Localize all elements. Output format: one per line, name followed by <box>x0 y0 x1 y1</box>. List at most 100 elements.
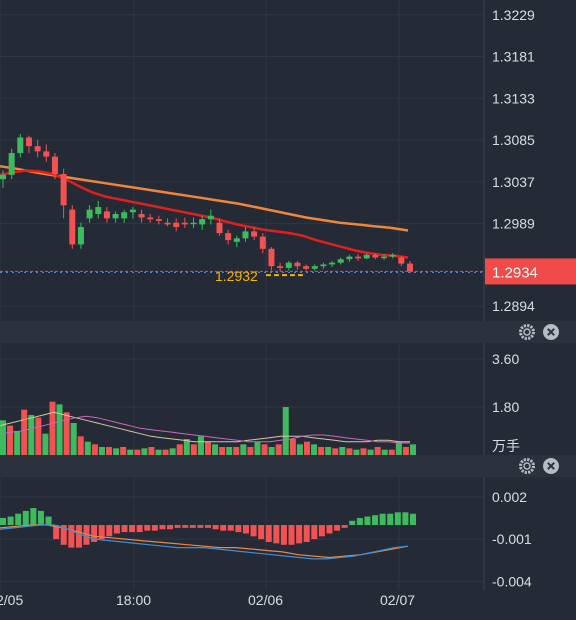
macd-bar <box>0 517 6 526</box>
volume-bar <box>155 449 162 455</box>
volume-bar <box>197 436 204 455</box>
volume-settings-button[interactable] <box>519 324 535 340</box>
macd-lines <box>0 524 409 560</box>
macd-bar <box>129 525 136 533</box>
volume-bar <box>141 448 148 455</box>
macd-bar <box>341 525 348 528</box>
macd-bar <box>220 525 227 531</box>
macd-bar <box>22 510 29 526</box>
panel-separator-macd <box>0 455 576 477</box>
price-panel[interactable]: 1.2932 <box>0 133 484 284</box>
volume-bar <box>35 417 42 455</box>
macd-bar <box>394 512 401 526</box>
volume-bar <box>176 444 183 455</box>
price-tick-label: 1.2989 <box>492 216 535 232</box>
volume-bar <box>360 448 367 455</box>
volume-panel[interactable] <box>0 401 416 455</box>
macd-bar <box>356 517 363 526</box>
candle-body <box>147 217 154 220</box>
candle-body <box>138 214 145 218</box>
candle-body <box>60 173 67 206</box>
volume-bar <box>254 441 261 455</box>
volume-bar <box>98 447 105 455</box>
macd-bar <box>258 525 265 540</box>
candle-body <box>277 266 284 268</box>
ma-orange-line <box>0 164 409 232</box>
macd-bar <box>326 525 333 534</box>
candle-body <box>407 263 413 272</box>
volume-bar <box>56 404 63 455</box>
macd-bar <box>288 525 295 545</box>
macd-panel[interactable] <box>0 508 416 560</box>
volume-bar <box>410 444 416 455</box>
macd-bar <box>60 525 67 545</box>
macd-y-axis: 0.002 -0.001 -0.004 <box>492 489 532 590</box>
volume-bar <box>134 449 141 455</box>
volume-bar <box>233 447 240 455</box>
macd-settings-button[interactable] <box>519 458 535 474</box>
y-axis-background <box>484 0 576 620</box>
volume-bar <box>275 444 282 455</box>
candle-body <box>207 215 214 220</box>
volume-tick-label: 1.80 <box>492 399 519 415</box>
macd-close-button[interactable] <box>543 458 559 474</box>
macd-histogram <box>0 508 416 548</box>
ma-red-path <box>0 169 409 259</box>
volume-bar <box>353 449 360 455</box>
volume-bar <box>21 409 28 455</box>
volume-bar <box>240 444 247 455</box>
candle-body <box>0 174 6 180</box>
candle-body <box>372 254 379 258</box>
macd-bar <box>91 525 98 542</box>
candle-body <box>242 231 249 239</box>
macd-bar <box>280 525 287 545</box>
macd-tick-label: -0.004 <box>492 574 532 590</box>
macd-bar <box>296 525 303 544</box>
volume-bars <box>0 401 416 455</box>
candle-body <box>69 209 76 245</box>
macd-bar <box>113 525 120 534</box>
candle-body <box>337 259 344 263</box>
volume-bar <box>77 436 84 455</box>
price-y-axis: 1.3229 1.3181 1.3133 1.3085 1.3037 1.2989 1.28… <box>492 7 535 314</box>
volume-bar <box>303 441 310 455</box>
macd-dea-line <box>0 524 409 560</box>
volume-bar <box>162 449 169 455</box>
volume-bar <box>367 449 374 455</box>
price-tick-label: 1.3085 <box>492 132 535 148</box>
candle-body <box>320 264 327 267</box>
candle-body <box>381 256 388 259</box>
volume-unit-label: 万手 <box>492 438 520 454</box>
macd-bar <box>7 516 14 526</box>
candle-body <box>43 151 50 157</box>
volume-bar <box>325 447 332 455</box>
macd-bar <box>151 525 158 531</box>
volume-bar <box>63 412 70 455</box>
candle-body <box>285 262 292 268</box>
volume-bar <box>84 441 91 455</box>
volume-ma-line-1 <box>0 411 410 443</box>
macd-tick-label: -0.001 <box>492 531 532 547</box>
macd-bar <box>402 512 409 526</box>
volume-bar <box>91 444 98 455</box>
macd-bar <box>250 525 257 537</box>
macd-bar <box>227 525 234 531</box>
volume-close-button[interactable] <box>543 324 559 340</box>
macd-bar <box>410 513 416 526</box>
macd-tick-label: 0.002 <box>492 489 527 505</box>
candle-body <box>173 222 180 228</box>
volume-bar <box>346 448 353 455</box>
macd-bar <box>53 525 60 540</box>
macd-bar <box>205 525 211 528</box>
volume-bar <box>106 447 113 455</box>
macd-bar <box>75 525 82 548</box>
close-icon-cross <box>547 462 555 470</box>
macd-bar <box>334 525 341 531</box>
price-tick-label: 1.3181 <box>492 49 535 65</box>
volume-bar <box>381 449 388 455</box>
volume-bar <box>318 447 325 455</box>
candle-body <box>225 233 232 241</box>
candle-body <box>355 256 362 259</box>
volume-bar <box>247 447 254 455</box>
